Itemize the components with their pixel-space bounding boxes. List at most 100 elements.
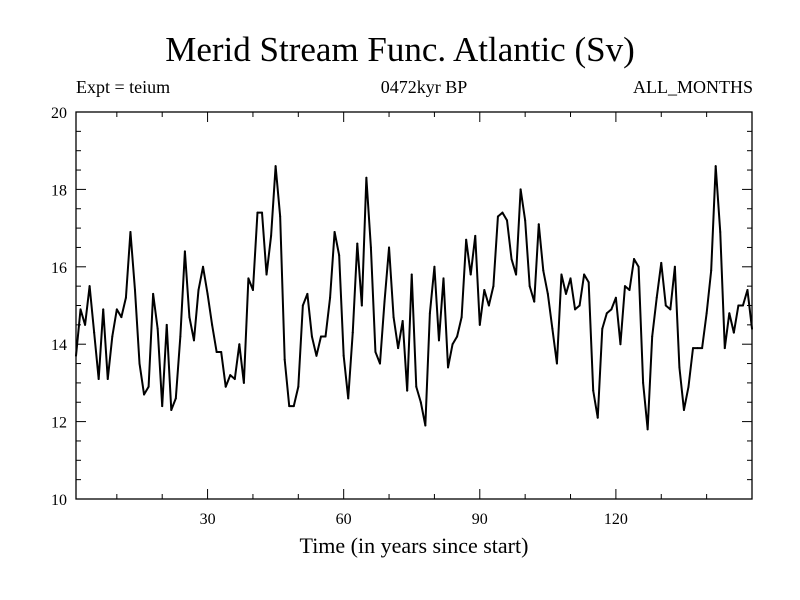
data-point <box>84 323 87 326</box>
data-point <box>324 335 327 338</box>
data-point <box>705 312 708 315</box>
data-point <box>124 296 127 299</box>
data-point <box>310 335 313 338</box>
data-point <box>537 223 540 226</box>
data-point <box>687 385 690 388</box>
data-point <box>292 405 295 408</box>
data-point <box>288 405 291 408</box>
data-point <box>338 254 341 257</box>
data-point <box>696 347 699 350</box>
data-point <box>478 323 481 326</box>
data-point <box>388 246 391 249</box>
data-point <box>623 285 626 288</box>
data-point <box>283 358 286 361</box>
data-points <box>75 165 753 431</box>
data-point <box>751 327 753 330</box>
data-point <box>360 304 363 307</box>
data-point <box>279 215 282 218</box>
data-point <box>202 265 205 268</box>
data-point <box>270 234 273 237</box>
data-point <box>211 323 214 326</box>
data-point <box>506 219 509 222</box>
data-point <box>351 331 354 334</box>
data-point <box>306 292 309 295</box>
x-axis-label: Time (in years since start) <box>300 533 529 558</box>
data-point <box>369 246 372 249</box>
data-point <box>496 215 499 218</box>
data-point <box>533 300 536 303</box>
data-point <box>437 339 440 342</box>
y-tick-label: 12 <box>51 415 67 432</box>
data-point <box>728 312 731 315</box>
period-label: 0472kyr BP <box>380 77 468 97</box>
data-point <box>111 335 114 338</box>
data-point <box>456 335 459 338</box>
data-point <box>655 296 658 299</box>
data-point <box>179 335 182 338</box>
plot-frame <box>75 111 753 500</box>
data-point <box>206 292 209 295</box>
data-point <box>378 362 381 365</box>
data-point <box>551 327 554 330</box>
data-point <box>469 273 472 276</box>
data-point <box>319 335 322 338</box>
data-point <box>664 304 667 307</box>
data-point <box>619 343 622 346</box>
data-point <box>447 366 450 369</box>
data-point <box>583 273 586 276</box>
data-point <box>152 292 155 295</box>
data-series-line <box>75 165 753 431</box>
data-point <box>546 292 549 295</box>
data-point <box>347 397 350 400</box>
data-point <box>192 339 195 342</box>
data-point <box>170 408 173 411</box>
data-point <box>188 316 191 319</box>
data-point <box>646 428 649 431</box>
data-point <box>596 416 599 419</box>
data-point <box>120 316 123 319</box>
data-point <box>487 304 490 307</box>
data-point <box>220 350 223 353</box>
data-point <box>501 211 504 214</box>
data-point <box>524 219 527 222</box>
data-point <box>515 273 518 276</box>
data-point <box>297 385 300 388</box>
data-point <box>165 323 168 326</box>
data-point <box>710 269 713 272</box>
data-point <box>587 281 590 284</box>
data-point <box>746 289 749 292</box>
y-tick-label: 10 <box>51 492 67 509</box>
data-point <box>660 261 663 264</box>
data-point <box>133 289 136 292</box>
data-point <box>714 165 717 168</box>
axis-ticks <box>76 111 753 500</box>
data-point <box>451 343 454 346</box>
data-point <box>247 277 250 280</box>
data-point <box>669 308 672 311</box>
data-point <box>75 354 77 357</box>
data-point <box>651 335 654 338</box>
data-point <box>732 331 735 334</box>
data-point <box>143 393 146 396</box>
data-point <box>633 258 636 261</box>
y-tick-label: 18 <box>51 182 67 199</box>
data-point <box>637 265 640 268</box>
data-point <box>578 304 581 307</box>
data-point <box>410 273 413 276</box>
y-tick-label: 14 <box>51 337 67 354</box>
data-point <box>673 265 676 268</box>
data-point <box>147 385 150 388</box>
data-point <box>365 176 368 179</box>
data-point <box>542 269 545 272</box>
data-point <box>723 347 726 350</box>
data-point <box>115 308 118 311</box>
data-point <box>93 331 96 334</box>
data-point <box>97 378 100 381</box>
data-point <box>605 312 608 315</box>
data-point <box>356 242 359 245</box>
y-tick-label: 16 <box>51 260 67 277</box>
data-point <box>229 374 232 377</box>
data-point <box>256 211 259 214</box>
data-point <box>519 188 522 191</box>
